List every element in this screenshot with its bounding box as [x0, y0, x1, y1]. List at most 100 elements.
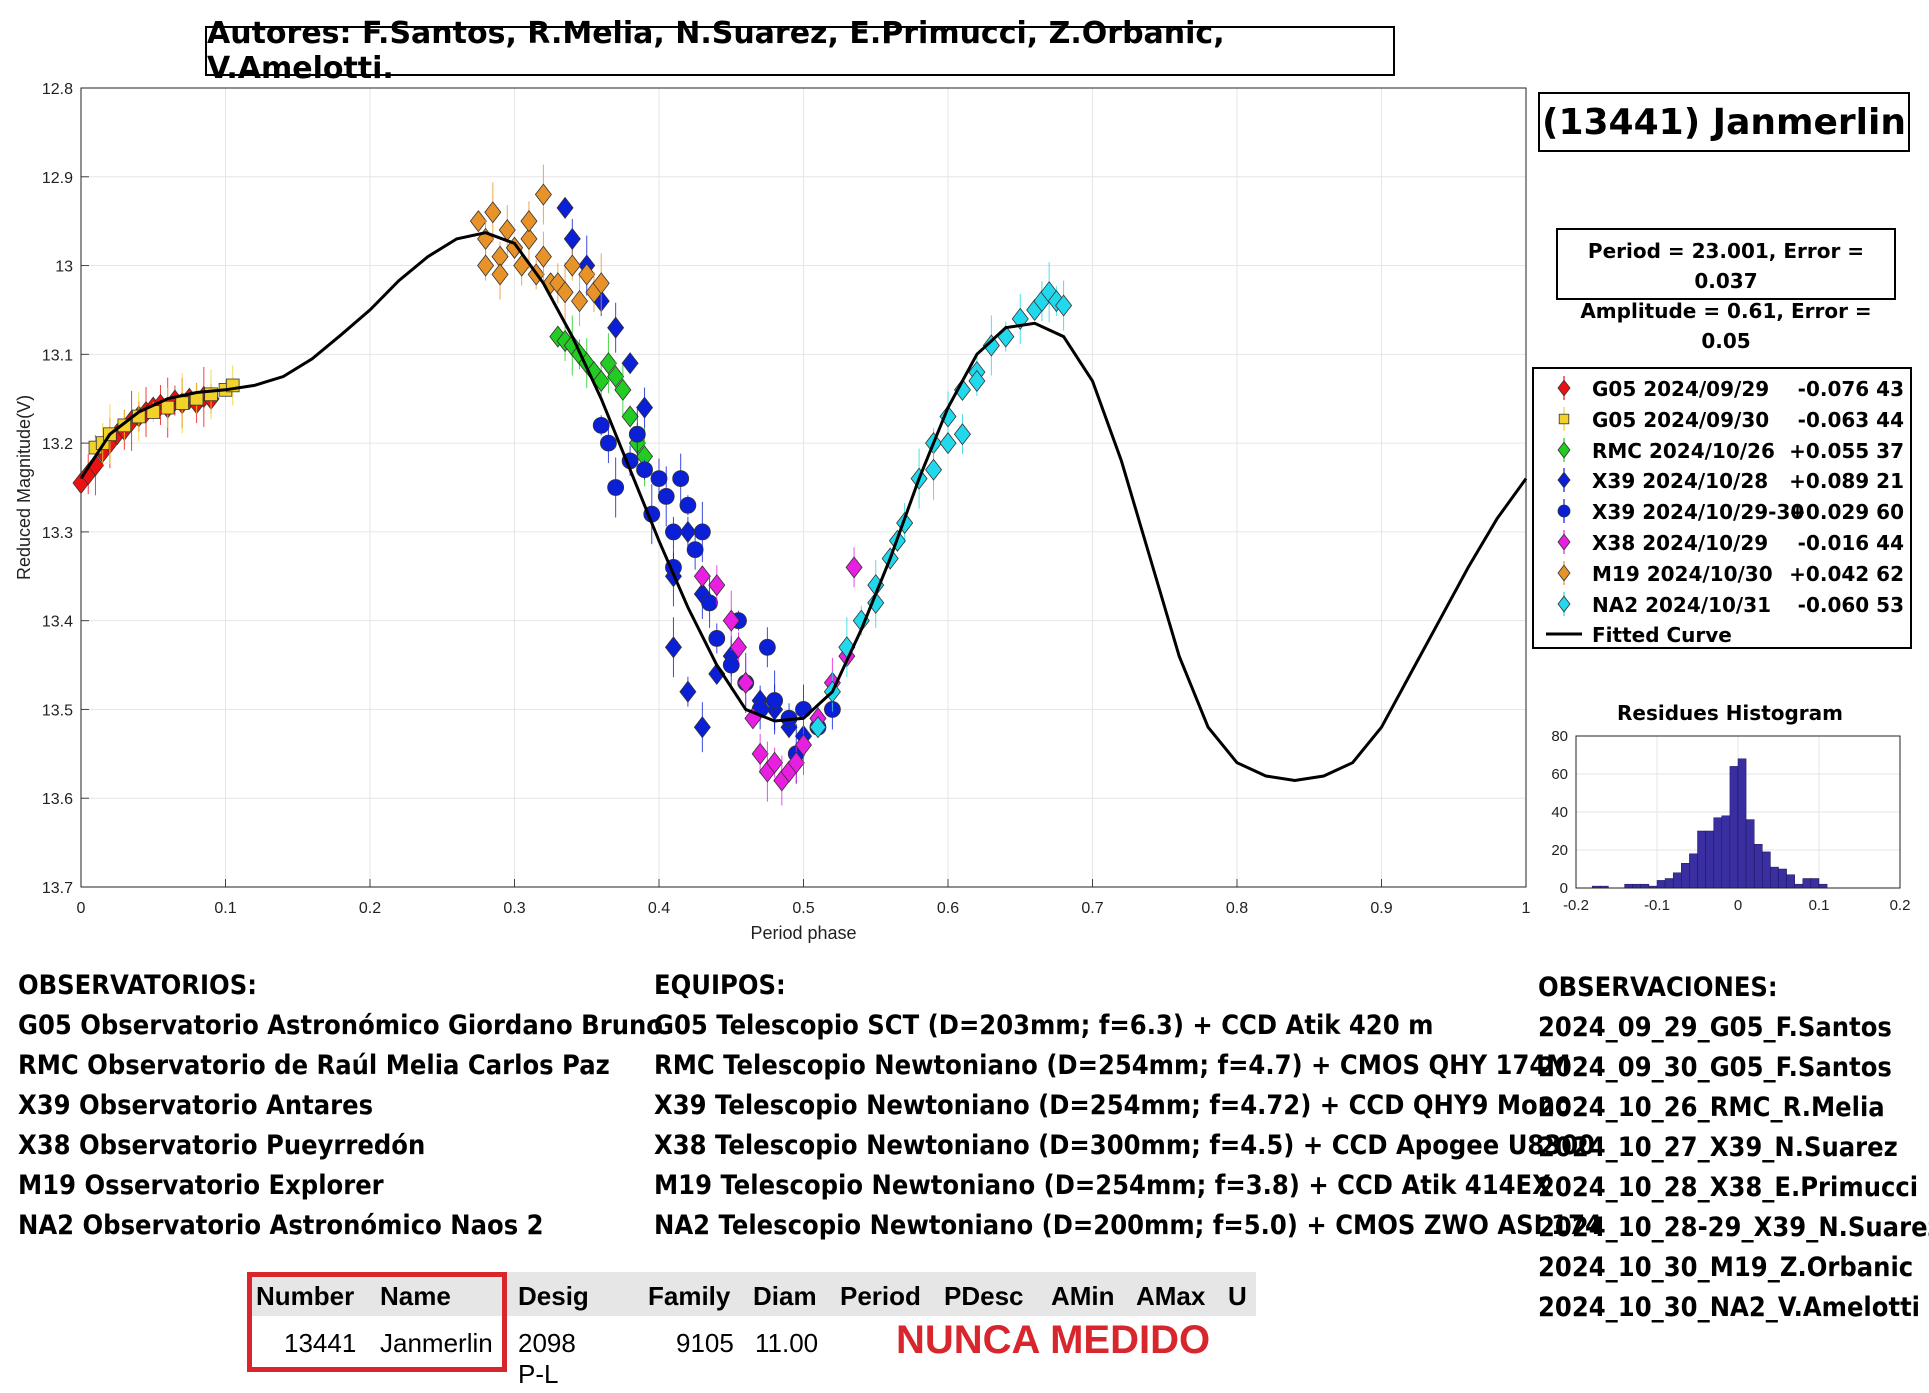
data-point — [708, 574, 726, 597]
hist-frame — [1575, 735, 1901, 889]
observatorio-item: G05 Observatorio Astronómico Giordano Br… — [18, 1010, 663, 1041]
legend-offset: -0.016 44 — [1797, 531, 1904, 555]
legend-marker-shape — [1557, 595, 1571, 613]
data-point — [520, 210, 538, 233]
y-tick-label: 13.2 — [42, 436, 73, 453]
hist-bar — [1697, 830, 1706, 889]
data-point — [751, 742, 769, 765]
data-point — [737, 671, 755, 694]
data-point — [939, 405, 957, 428]
y-tick-label: 13.6 — [42, 791, 73, 808]
data-point — [787, 751, 805, 774]
data-point — [607, 365, 625, 388]
data-point — [679, 520, 697, 543]
legend-marker-shape — [1557, 564, 1571, 582]
cell-family: 9105 — [676, 1328, 734, 1358]
col-header-amax: AMax — [1136, 1281, 1206, 1311]
hist-bar — [1729, 766, 1739, 889]
equipo-item: M19 Telescopio Newtoniano (D=254mm; f=3.… — [654, 1170, 1551, 1201]
y-tick-label: 13 — [55, 259, 73, 276]
equipo-item: X38 Telescopio Newtoniano (D=300mm; f=4.… — [654, 1130, 1596, 1161]
legend-entry: X39 2024/10/28 +0.089 21 — [1534, 465, 1912, 495]
data-point — [607, 479, 625, 496]
x-tick-label: 0.3 — [503, 900, 525, 917]
data-point — [664, 636, 682, 659]
hist-x-tick-label: 0.1 — [1809, 897, 1830, 914]
cell-name: Janmerlin — [380, 1328, 493, 1358]
hist-x-tick-label: 0 — [1734, 897, 1742, 914]
data-point — [600, 434, 617, 452]
legend-label: M19 2024/10/30 — [1592, 561, 1773, 586]
authors-box: Autores: F.Santos, R.Melia, N.Suarez, E.… — [205, 16, 1395, 86]
legend-marker-shape — [1558, 413, 1570, 424]
data-point — [708, 630, 726, 647]
legend-marker — [1557, 468, 1571, 493]
hist-bar — [1656, 880, 1666, 889]
data-point — [794, 733, 813, 757]
legend-marker — [1558, 406, 1570, 431]
hist-bar — [1713, 817, 1723, 889]
y-tick-label: 13.5 — [42, 702, 73, 719]
col-header-name: Name — [380, 1281, 451, 1311]
data-point — [758, 638, 776, 656]
data-point — [491, 263, 509, 286]
data-point — [484, 201, 502, 224]
y-tick-label: 13.1 — [42, 347, 73, 364]
fitted-curve-line — [79, 231, 1528, 783]
col-header-family: Family — [648, 1281, 731, 1311]
y-tick-label: 12.8 — [42, 81, 73, 98]
legend-offset: +0.089 21 — [1789, 469, 1904, 494]
data-point — [628, 425, 646, 443]
hist-y-tick-label: 40 — [1551, 804, 1568, 821]
equipos-list: EQUIPOS: G05 Telescopio SCT (D=203mm; f=… — [654, 966, 1707, 1246]
data-point — [657, 487, 675, 505]
legend-marker-shape — [1557, 379, 1571, 397]
legend-entry: Fitted Curve — [1534, 619, 1912, 649]
hist-bar — [1794, 883, 1804, 889]
equipos-heading: EQUIPOS: — [654, 970, 786, 1001]
x-tick-label: 0.5 — [792, 900, 814, 917]
observatorios-heading: OBSERVATORIOS: — [18, 970, 257, 1001]
hist-bar — [1818, 883, 1828, 889]
x-tick-label: 0.6 — [937, 900, 959, 917]
hist-x-tick-label: 0.2 — [1890, 897, 1911, 914]
hist-bar — [1802, 878, 1812, 889]
hist-bar — [1770, 866, 1779, 889]
x-tick-label: 0.4 — [648, 900, 670, 917]
col-header-number: Number — [256, 1281, 355, 1311]
legend-marker-shape — [1557, 533, 1571, 551]
data-point — [686, 541, 704, 559]
legend-entry: X39 2024/10/29-30 +0.029 60 — [1534, 496, 1912, 526]
legend-offset: +0.055 37 — [1789, 438, 1904, 463]
cell-desig: 2098 P-L — [518, 1328, 576, 1389]
data-point — [534, 183, 552, 206]
y-tick-label: 13.7 — [42, 880, 73, 897]
x-tick-label: 0.2 — [359, 900, 381, 917]
hist-bar — [1705, 830, 1714, 889]
data-point — [556, 281, 574, 304]
data-point — [621, 352, 639, 375]
hist-y-tick-label: 80 — [1551, 728, 1568, 745]
authors-text: Autores: F.Santos, R.Melia, N.Suarez, E.… — [207, 16, 1225, 86]
observatorio-item: RMC Observatorio de Raúl Melia Carlos Pa… — [18, 1050, 610, 1081]
y-axis-label: Reduced Magnitude(V) — [14, 395, 34, 580]
lcdb-table-header — [248, 1272, 1256, 1316]
data-point — [679, 680, 697, 703]
hist-bar — [1689, 853, 1698, 889]
hist-x-tick-label: -0.1 — [1644, 897, 1670, 914]
legend-offset: +0.042 62 — [1789, 561, 1904, 586]
data-point — [679, 496, 697, 514]
hist-x-tick-label: -0.2 — [1563, 897, 1589, 914]
legend-entry: G05 2024/09/30 -0.063 44 — [1534, 404, 1912, 434]
legend-label: Fitted Curve — [1592, 623, 1732, 648]
data-point — [160, 400, 175, 415]
legend-offset: +0.029 60 — [1789, 500, 1904, 525]
amplitude-line: Amplitude = 0.61, Error = 0.05 — [1580, 299, 1872, 353]
col-header-diam: Diam — [753, 1281, 817, 1311]
hist-y-tick-label: 0 — [1560, 880, 1568, 897]
data-point — [599, 352, 617, 375]
legend-entry: NA2 2024/10/31 -0.060 53 — [1534, 589, 1912, 619]
hist-bar — [1672, 872, 1682, 889]
data-point — [636, 396, 654, 419]
